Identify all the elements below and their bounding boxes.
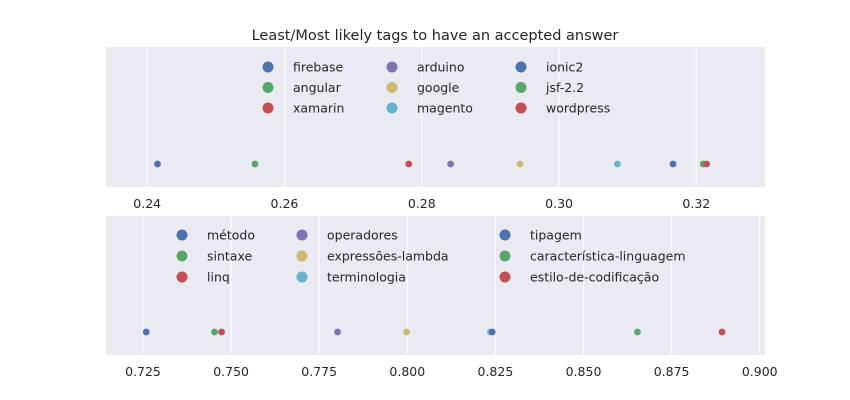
legend-marker — [386, 61, 398, 73]
data-point-estilo-de-codificação — [718, 328, 726, 336]
legend-marker — [515, 61, 527, 73]
x-tick-label: 0.825 — [478, 364, 514, 379]
legend-label: expressões-lambda — [327, 249, 449, 264]
data-point-tipagem — [488, 328, 496, 336]
legend-label: sintaxe — [207, 249, 252, 264]
data-point-linq — [218, 328, 225, 336]
legend-label: método — [207, 228, 255, 243]
x-tick-label: 0.30 — [545, 196, 573, 211]
legend-label: terminologia — [327, 270, 406, 285]
data-point-magento — [614, 160, 621, 168]
x-tick-label: 0.750 — [213, 364, 249, 379]
legend-marker — [296, 250, 308, 262]
data-point-firebase — [154, 160, 161, 168]
legend-marker — [176, 229, 188, 241]
legend-label: tipagem — [530, 228, 582, 243]
chart-title: Least/Most likely tags to have an accept… — [252, 28, 619, 44]
x-tick-label: 0.725 — [125, 364, 161, 379]
legend-marker — [262, 61, 274, 73]
legend-marker — [515, 102, 527, 114]
legend-marker — [386, 102, 398, 114]
x-tick-label: 0.32 — [682, 196, 710, 211]
bottom-axes: 0.725 0.750 0.775 0.800 0.825 0.850 0.875 0.900… — [106, 216, 778, 379]
plot-area — [106, 47, 765, 187]
legend-marker — [499, 229, 511, 241]
top-axes: 0.24 0.26 0.28 0.30 0.32 firebase angular xamar… — [106, 47, 765, 211]
legend-marker — [262, 102, 274, 114]
x-tick-label: 0.875 — [654, 364, 690, 379]
legend-marker — [176, 271, 188, 283]
legend-marker — [296, 271, 308, 283]
x-tick-label: 0.800 — [389, 364, 425, 379]
data-point-método — [142, 328, 150, 336]
x-tick-label: 0.28 — [408, 196, 436, 211]
legend-marker — [176, 250, 188, 262]
legend-marker — [386, 82, 398, 93]
legend-marker — [262, 82, 274, 93]
data-point-operadores — [334, 328, 341, 336]
legend-label: jsf-2.2 — [545, 80, 584, 95]
legend-label: firebase — [293, 60, 344, 75]
legend-label: xamarin — [293, 101, 344, 116]
legend-label: google — [417, 80, 460, 95]
data-point-angular — [251, 160, 259, 168]
data-point-sintaxe — [211, 328, 218, 336]
legend-label: linq — [207, 270, 230, 285]
legend-label: operadores — [327, 228, 398, 243]
legend-marker — [296, 229, 308, 241]
legend-label: wordpress — [546, 101, 610, 116]
legend-label: arduino — [417, 60, 464, 75]
x-tick-label: 0.775 — [301, 364, 337, 379]
legend-label: magento — [417, 101, 473, 116]
data-point-ionic2 — [669, 160, 677, 168]
data-point-wordpress — [703, 160, 711, 168]
x-tick-label: 0.24 — [133, 196, 161, 211]
data-point-expressões-lambda — [403, 328, 411, 336]
legend-label: estilo-de-codificação — [530, 270, 659, 285]
x-tick-label: 0.26 — [271, 196, 299, 211]
data-point-xamarin — [405, 160, 413, 168]
legend-label: característica-linguagem — [530, 249, 686, 264]
data-point-google — [516, 160, 524, 168]
legend-marker — [499, 271, 511, 283]
plot-area — [106, 216, 765, 355]
x-tick-label: 0.900 — [742, 364, 778, 379]
legend-label: ionic2 — [546, 60, 583, 75]
legend-marker — [515, 82, 527, 93]
data-point-característica-linguagem — [634, 328, 641, 336]
legend-marker — [499, 250, 511, 262]
legend-label: angular — [293, 80, 342, 95]
data-point-arduino — [447, 160, 455, 168]
x-tick-label: 0.850 — [566, 364, 602, 379]
